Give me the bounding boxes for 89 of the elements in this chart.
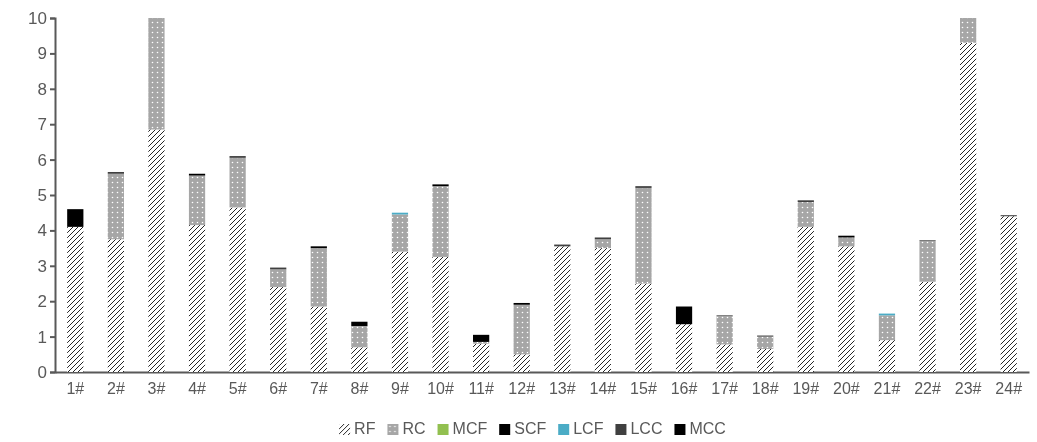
legend-label: MCF: [452, 420, 488, 437]
x-tick-label: 8#: [350, 380, 369, 398]
bar: [107, 239, 124, 372]
bar: [432, 186, 449, 257]
bar: [148, 129, 165, 372]
legend-label: RF: [354, 420, 376, 437]
x-tick-label: 14#: [589, 380, 617, 398]
bar: [554, 246, 571, 372]
bar: [148, 18, 165, 130]
y-tick-label: 0: [37, 362, 47, 382]
y-tick-label: 10: [28, 8, 47, 28]
y-tick-label: 7: [37, 115, 47, 135]
x-tick-label: 9#: [391, 380, 409, 398]
x-tick-label: 10#: [427, 380, 454, 398]
x-tick-label: 4#: [188, 380, 207, 398]
y-tick-label: 8: [37, 79, 47, 99]
bar: [1000, 216, 1017, 372]
bar: [473, 334, 490, 342]
bar: [513, 304, 530, 355]
bar: [513, 354, 530, 372]
bar: [310, 248, 327, 307]
bar: [797, 226, 814, 372]
y-tick-label: 1: [37, 327, 47, 347]
x-tick-label: 13#: [548, 380, 576, 398]
x-tick-label: 2#: [106, 380, 125, 398]
x-tick-label: 7#: [309, 380, 328, 398]
bar: [229, 207, 246, 372]
y-tick-label: 6: [37, 150, 47, 170]
x-tick-label: 12#: [508, 380, 536, 398]
bar: [351, 347, 368, 372]
legend-label: MCC: [689, 420, 726, 437]
bar: [838, 237, 855, 247]
bar: [960, 18, 977, 43]
bar: [878, 340, 896, 372]
y-tick-label: 9: [37, 44, 47, 64]
x-tick-label: 17#: [711, 380, 739, 398]
bar: [635, 283, 652, 372]
bar: [107, 173, 124, 240]
bar: [716, 316, 733, 345]
x-tick-label: 20#: [833, 380, 860, 398]
bar: [878, 315, 896, 341]
bar: [67, 209, 84, 227]
x-tick-label: 6#: [269, 380, 288, 398]
x-tick-label: 5#: [228, 380, 247, 398]
bar: [188, 175, 206, 226]
x-tick-label: 23#: [954, 380, 982, 398]
y-tick-label: 2: [37, 292, 47, 312]
legend-label: LCC: [630, 420, 663, 437]
y-tick-label: 3: [37, 256, 47, 276]
bar: [757, 348, 774, 372]
bar: [432, 256, 449, 372]
bar: [960, 42, 977, 372]
bar: [919, 241, 936, 282]
y-tick-label: 5: [37, 185, 47, 205]
bar: [391, 214, 409, 252]
x-tick-label: 19#: [792, 380, 820, 398]
bar: [635, 187, 652, 284]
bar: [351, 321, 368, 326]
y-tick-label: 4: [37, 221, 47, 241]
bar: [270, 269, 287, 288]
bar: [838, 246, 855, 372]
bar: [594, 239, 611, 249]
bar: [797, 202, 814, 227]
bar: [473, 343, 490, 372]
x-tick-label: 3#: [147, 380, 166, 398]
bar: [270, 287, 287, 372]
x-tick-label: 16#: [670, 380, 698, 398]
bar: [310, 306, 327, 372]
x-tick-label: 11#: [468, 380, 494, 398]
x-tick-label: 24#: [995, 380, 1023, 398]
x-tick-label: 21#: [873, 380, 901, 398]
legend-label: LCF: [573, 420, 604, 437]
bar: [351, 325, 368, 348]
legend-label: SCF: [514, 420, 547, 437]
bar: [67, 226, 84, 372]
x-tick-label: 18#: [751, 380, 779, 398]
bar: [757, 336, 774, 349]
x-tick-label: 22#: [914, 380, 941, 398]
bar: [716, 344, 733, 372]
bar: [594, 248, 611, 372]
bar: [229, 157, 246, 208]
bar: [675, 306, 693, 325]
bar: [919, 281, 936, 372]
bar: [675, 324, 693, 372]
bar: [391, 251, 409, 372]
legend-label: RC: [402, 420, 426, 437]
x-tick-label: 1#: [66, 380, 85, 398]
bar: [188, 225, 206, 372]
x-tick-label: 15#: [630, 380, 657, 398]
